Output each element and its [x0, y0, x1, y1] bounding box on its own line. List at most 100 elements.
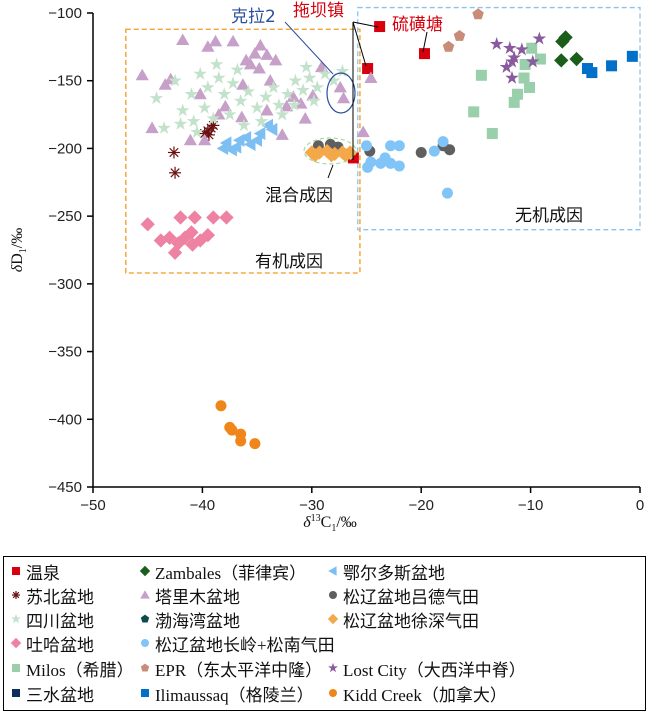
legend-marker	[140, 614, 150, 623]
legend-item: 温泉	[10, 560, 60, 583]
data-point	[260, 103, 274, 116]
data-point	[554, 53, 569, 68]
data-point	[518, 72, 530, 84]
data-point	[193, 87, 207, 100]
data-point	[171, 236, 186, 251]
legend-item: 吐哈盆地	[10, 632, 94, 655]
data-point	[226, 34, 240, 47]
region-box-inorganic	[357, 6, 641, 231]
data-point	[385, 140, 397, 152]
y-tick-label: −150	[48, 73, 82, 90]
series-9	[140, 210, 234, 260]
legend-marker	[12, 591, 20, 599]
series-1	[554, 30, 584, 68]
data-point	[606, 60, 618, 72]
data-point	[239, 130, 252, 145]
legend-marker	[141, 689, 149, 697]
legend-label: Kidd Creek（加拿大）	[343, 685, 507, 705]
data-point	[230, 62, 245, 76]
legend-label: 鄂尔多斯盆地	[343, 563, 445, 583]
data-point	[260, 48, 274, 60]
data-point	[265, 122, 278, 137]
legend-label: 苏北盆地	[26, 587, 94, 607]
data-point	[333, 80, 347, 93]
legend-marker-icon	[12, 689, 20, 697]
data-point	[524, 81, 536, 93]
data-point	[296, 83, 310, 96]
data-point	[275, 107, 290, 121]
data-point	[168, 73, 182, 87]
mixed-origin-leader	[327, 164, 334, 179]
data-point	[324, 148, 339, 163]
y-axis-label: δD1/‰	[9, 228, 29, 272]
legend-marker	[140, 590, 150, 599]
series-11	[468, 42, 546, 140]
annotation-liuhuangtang: 硫磺塘	[392, 15, 443, 35]
data-point	[253, 38, 267, 51]
y-tick-label: −100	[48, 5, 82, 22]
legend-marker-icon	[141, 689, 149, 697]
data-point	[263, 74, 277, 86]
data-point	[499, 60, 514, 73]
data-point	[532, 31, 547, 45]
data-point	[215, 400, 227, 412]
annotation-mixed-origin: 混合成因	[265, 186, 333, 206]
legend-label: 松辽盆地吕德气田	[343, 587, 479, 607]
data-point	[157, 120, 171, 134]
data-point	[206, 210, 221, 225]
x-axis-label: δ13C1/‰	[303, 513, 357, 534]
data-point	[418, 48, 430, 60]
legend-marker-icon	[328, 566, 337, 576]
data-point	[586, 67, 598, 79]
legend-label: 松辽盆地徐深气田	[343, 611, 479, 631]
legend-item: EPR（东太平洋中隆）	[139, 657, 323, 680]
data-point	[472, 8, 484, 20]
y-tick-label: −200	[48, 140, 82, 157]
legend-marker	[141, 639, 149, 647]
y-tick-label: −350	[48, 344, 82, 361]
data-point	[335, 64, 350, 78]
data-point	[453, 29, 466, 41]
data-point	[503, 41, 517, 54]
data-point	[444, 144, 456, 156]
legend-marker-icon	[12, 664, 20, 672]
legend-item: 鄂尔多斯盆地	[327, 560, 445, 583]
legend-marker	[11, 613, 21, 624]
legend-label: 四川盆地	[26, 611, 94, 631]
legend-marker-icon	[329, 689, 337, 697]
scatter-plot: 克拉2 拖坝镇 硫磺塘 混合成因 无机成因 有机成因 −50 −40 −30 −20 −…	[9, 1, 644, 534]
data-point	[183, 133, 197, 146]
data-point	[555, 34, 570, 49]
legend-marker-icon	[12, 567, 20, 575]
legend-label: EPR（东太平洋中隆）	[155, 660, 323, 680]
legend-label: 松辽盆地长岭+松南气田	[155, 635, 335, 655]
series-13	[489, 31, 547, 84]
data-point	[306, 89, 320, 101]
legend-item: 渤海湾盆地	[139, 608, 240, 631]
data-point	[280, 87, 295, 101]
legend-marker-icon	[140, 590, 150, 599]
kela2-circle	[326, 72, 356, 114]
data-point	[442, 40, 455, 52]
series-6	[149, 57, 350, 138]
legend-marker-icon	[329, 591, 337, 599]
annotation-organic-origin: 有机成因	[255, 252, 323, 272]
data-point	[149, 91, 164, 105]
data-point	[393, 140, 405, 152]
data-point	[253, 126, 266, 141]
legend-label: 温泉	[26, 563, 60, 583]
series-15	[581, 50, 638, 79]
data-point	[201, 80, 215, 94]
legend-item: Kidd Creek（加拿大）	[327, 682, 507, 705]
legend-marker-icon	[141, 639, 149, 647]
legend-item: Zambales（菲律宾）	[139, 560, 306, 583]
y-tick-label: −400	[48, 411, 82, 428]
legend-marker	[12, 664, 20, 672]
data-point	[307, 93, 321, 107]
legend-label: Lost City（大西洋中脊）	[343, 660, 526, 680]
legend-marker	[140, 663, 150, 672]
legend-item: Milos（希腊）	[10, 657, 134, 680]
data-point	[415, 146, 427, 158]
data-point	[489, 36, 504, 50]
data-point	[197, 100, 212, 114]
